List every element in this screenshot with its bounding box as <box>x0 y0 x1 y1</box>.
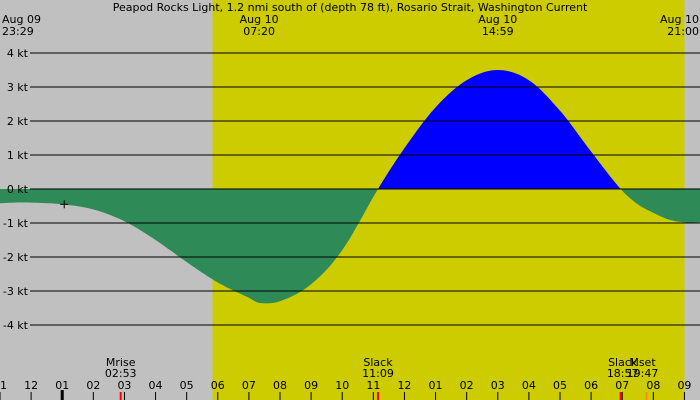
top-time-label: 21:00 <box>667 25 699 38</box>
chart-title: Peapod Rocks Light, 1.2 nmi south of (de… <box>113 1 588 14</box>
y-tick-label: 1 kt <box>7 149 29 162</box>
x-tick-label: 07 <box>615 379 629 392</box>
ebb-current-area <box>0 189 700 304</box>
x-tick-label: 08 <box>646 379 660 392</box>
event-name-label: Slack <box>363 356 393 369</box>
x-tick-label: 06 <box>584 379 598 392</box>
x-tick-label: 01 <box>429 379 443 392</box>
x-tick-label: 10 <box>335 379 349 392</box>
top-time-label: 14:59 <box>482 25 514 38</box>
x-tick-label: 02 <box>460 379 474 392</box>
x-tick-label: 11 <box>366 379 380 392</box>
y-tick-label: -3 kt <box>3 285 29 298</box>
x-tick-label: 07 <box>242 379 256 392</box>
gridlines <box>30 52 700 326</box>
x-tick-label: 08 <box>273 379 287 392</box>
top-date-label: Aug 10 <box>660 13 699 26</box>
top-date-label: Aug 10 <box>240 13 279 26</box>
y-tick-label: -1 kt <box>3 217 29 230</box>
y-axis-labels: 4 kt 3 kt 2 kt 1 kt 0 kt -1 kt -2 kt -3 kt -4 kt <box>3 47 29 332</box>
y-tick-label: 0 kt <box>7 183 29 196</box>
x-tick-label: 04 <box>149 379 163 392</box>
y-tick-label: 2 kt <box>7 115 29 128</box>
top-date-label: Aug 09 <box>2 13 41 26</box>
y-tick-label: -2 kt <box>3 251 29 264</box>
x-axis-hour-ticks: 11 12 01 02 03 04 05 06 07 08 09 10 11 12 01 02 03 04 05 06… <box>0 379 691 400</box>
x-tick-label: 05 <box>553 379 567 392</box>
event-time-label: 18:57 <box>607 367 639 380</box>
y-tick-label: -4 kt <box>3 319 29 332</box>
x-tick-label: 11 <box>0 379 7 392</box>
x-tick-label: 12 <box>24 379 38 392</box>
x-tick-label: 03 <box>491 379 505 392</box>
event-name-label: Mrise <box>106 356 136 369</box>
x-tick-label: 09 <box>677 379 691 392</box>
top-date-label: Aug 10 <box>478 13 517 26</box>
x-tick-label: 04 <box>522 379 536 392</box>
event-time-label: 11:09 <box>362 367 394 380</box>
x-tick-label: 12 <box>397 379 411 392</box>
x-tick-label: 03 <box>117 379 131 392</box>
y-tick-label: 4 kt <box>7 47 29 60</box>
current-time-marker <box>60 200 69 209</box>
top-time-label: 07:20 <box>243 25 275 38</box>
event-time-label: 02:53 <box>105 367 137 380</box>
x-tick-label: 05 <box>180 379 194 392</box>
top-time-label: 23:29 <box>2 25 34 38</box>
x-tick-label: 06 <box>211 379 225 392</box>
y-tick-label: 3 kt <box>7 81 29 94</box>
event-time-label: 19:47 <box>627 367 659 380</box>
flood-current-area <box>0 70 700 189</box>
x-tick-label: 09 <box>304 379 318 392</box>
x-tick-label: 01 <box>55 379 69 392</box>
x-tick-label: 02 <box>86 379 100 392</box>
event-name-label: Slack <box>608 356 638 369</box>
event-name-label: Mset <box>629 356 656 369</box>
